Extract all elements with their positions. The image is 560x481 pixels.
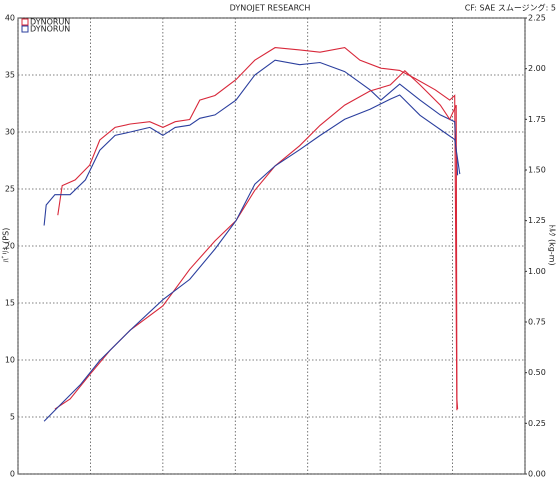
y2-tick-label: 2.00 [528, 64, 546, 73]
y-tick-label: 20 [5, 242, 15, 251]
y2-axis-title: ﾄﾙｸ (kg-m) [548, 224, 557, 265]
data-line [57, 47, 458, 411]
y2-tick-label: 1.25 [528, 216, 546, 225]
y-tick-label: 0 [10, 470, 15, 479]
y-axis-title: ﾊﾞﾘｷ (PS) [2, 228, 11, 263]
y2-tick-label: 0.00 [528, 470, 546, 479]
y2-tick-label: 2.25 [528, 14, 546, 23]
chart-title: DYNOJET RESEARCH [230, 4, 311, 13]
y-tick-label: 15 [5, 299, 15, 308]
y-tick-label: 35 [5, 71, 15, 80]
legend-swatch [21, 18, 29, 26]
y-tick-label: 40 [5, 14, 15, 23]
y2-tick-label: 0.50 [528, 368, 546, 377]
y2-tick-label: 0.75 [528, 318, 546, 327]
y2-tick-label: 1.50 [528, 166, 546, 175]
y2-tick-label: 1.00 [528, 267, 546, 276]
legend-swatch [21, 25, 29, 33]
y-tick-label: 30 [5, 128, 15, 137]
y-tick-label: 5 [10, 413, 15, 422]
data-line [43, 94, 461, 422]
chart-subtitle: CF: SAE スムージング: 5 [465, 3, 556, 13]
y-tick-label: 25 [5, 185, 15, 194]
data-line [54, 69, 459, 410]
legend-label: DYNORUN [30, 25, 70, 34]
data-line [43, 59, 459, 226]
y2-tick-label: 0.25 [528, 419, 546, 428]
y-tick-label: 10 [5, 356, 15, 365]
y2-tick-label: 1.75 [528, 115, 546, 124]
legend-label: DYNORUN [30, 18, 70, 27]
